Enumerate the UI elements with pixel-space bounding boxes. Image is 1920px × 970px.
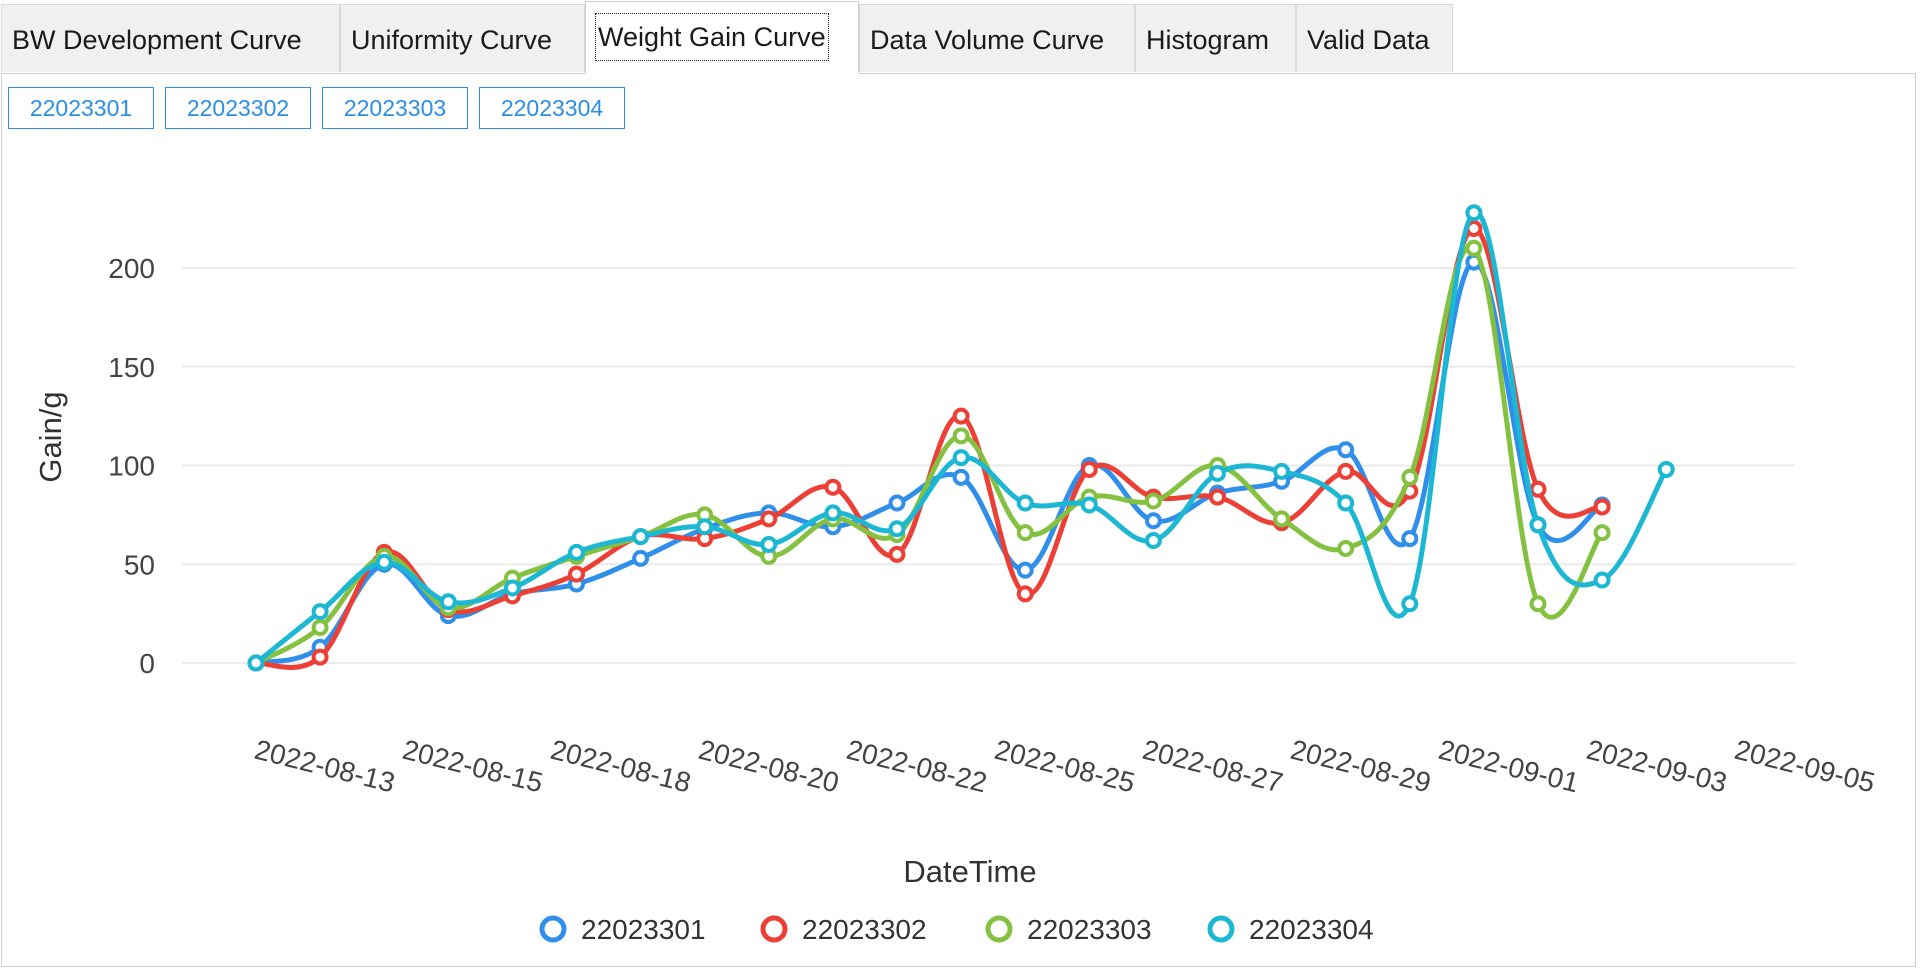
- data-point: [1080, 496, 1098, 514]
- data-point: [632, 528, 650, 546]
- data-point: [952, 468, 970, 486]
- data-point: [1401, 595, 1419, 613]
- data-point: [952, 427, 970, 445]
- data-point: [1016, 561, 1034, 579]
- batch-button-22023304[interactable]: 22023304: [479, 87, 625, 129]
- tab-weight-gain-curve[interactable]: Weight Gain Curve: [585, 1, 859, 74]
- data-point: [1273, 510, 1291, 528]
- tab-uniformity-curve[interactable]: Uniformity Curve: [340, 4, 585, 72]
- data-point: [1401, 468, 1419, 486]
- series-22023304: [247, 204, 1675, 672]
- data-point: [503, 579, 521, 597]
- y-tick-label: 100: [108, 451, 155, 482]
- data-point: [1144, 532, 1162, 550]
- data-point: [824, 504, 842, 522]
- data-point: [952, 449, 970, 467]
- data-point: [1337, 441, 1355, 459]
- data-point: [1593, 524, 1611, 542]
- data-point: [311, 618, 329, 636]
- data-point: [888, 494, 906, 512]
- data-point: [1080, 460, 1098, 478]
- data-point: [1016, 585, 1034, 603]
- batch-button-22023302[interactable]: 22023302: [165, 87, 311, 129]
- x-tick-label: 2022-08-13: [252, 734, 398, 799]
- data-point: [1657, 460, 1675, 478]
- legend-marker-icon: [1207, 915, 1235, 943]
- data-point: [1337, 494, 1355, 512]
- data-point: [1529, 595, 1547, 613]
- x-tick-label: 2022-09-05: [1732, 734, 1878, 799]
- data-point: [1144, 512, 1162, 530]
- chart-panel: [1, 73, 1916, 967]
- tab-bw-development-curve[interactable]: BW Development Curve: [1, 4, 340, 72]
- legend-marker-icon: [760, 915, 788, 943]
- tab-label: Weight Gain Curve: [595, 13, 829, 61]
- data-point: [1209, 488, 1226, 506]
- data-point: [1401, 530, 1419, 548]
- batch-button-22023301[interactable]: 22023301: [8, 87, 154, 129]
- batch-button-22023303[interactable]: 22023303: [322, 87, 468, 129]
- x-tick-label: 2022-09-03: [1584, 734, 1730, 799]
- legend-label: 22023303: [1027, 914, 1152, 945]
- data-point: [1593, 571, 1611, 589]
- y-tick-label: 150: [108, 352, 155, 383]
- data-point: [1465, 239, 1483, 257]
- tab-data-volume-curve[interactable]: Data Volume Curve: [859, 4, 1135, 72]
- data-point: [1209, 464, 1226, 482]
- data-point: [247, 654, 265, 672]
- tab-label: Data Volume Curve: [870, 25, 1105, 55]
- y-axis-title: Gain/g: [33, 391, 68, 482]
- tab-histogram[interactable]: Histogram: [1135, 4, 1296, 72]
- x-axis-title: DateTime: [903, 854, 1036, 889]
- legend-label: 22023301: [581, 914, 706, 945]
- data-point: [1465, 204, 1483, 222]
- tab-bar: BW Development Curve Uniformity Curve We…: [0, 0, 1920, 74]
- x-tick-label: 2022-08-20: [696, 734, 842, 799]
- data-point: [311, 603, 329, 621]
- data-point: [888, 545, 906, 563]
- data-point: [311, 648, 329, 666]
- data-point: [1273, 462, 1291, 480]
- data-point: [1016, 524, 1034, 542]
- x-tick-label: 2022-08-29: [1288, 734, 1434, 799]
- data-point: [1529, 516, 1547, 534]
- data-point: [1337, 462, 1355, 480]
- legend-marker-icon: [985, 915, 1013, 943]
- data-point: [760, 536, 778, 553]
- data-point: [1144, 492, 1162, 510]
- legend-label: 22023304: [1249, 914, 1374, 945]
- data-point: [696, 518, 714, 536]
- data-point: [952, 407, 970, 425]
- data-point: [568, 543, 585, 561]
- tab-label: BW Development Curve: [12, 25, 302, 55]
- tab-valid-data[interactable]: Valid Data: [1296, 4, 1453, 72]
- data-point: [439, 593, 457, 611]
- data-point: [760, 510, 778, 528]
- data-point: [375, 553, 393, 571]
- data-point: [1529, 480, 1547, 498]
- x-tick-label: 2022-09-01: [1436, 734, 1582, 799]
- tab-label: Histogram: [1146, 25, 1270, 55]
- legend-marker-icon: [539, 915, 567, 943]
- legend-label: 22023302: [802, 914, 927, 945]
- data-point: [1593, 498, 1611, 516]
- x-tick-label: 2022-08-25: [992, 734, 1138, 799]
- y-tick-label: 50: [124, 549, 155, 580]
- x-tick-label: 2022-08-22: [844, 734, 990, 799]
- data-point: [1016, 494, 1034, 512]
- data-point: [632, 549, 650, 567]
- x-tick-label: 2022-08-18: [548, 734, 694, 799]
- data-point: [1337, 539, 1355, 557]
- tab-label: Valid Data: [1307, 25, 1430, 55]
- data-point: [888, 520, 906, 538]
- data-point: [824, 478, 842, 496]
- y-tick-label: 200: [108, 253, 155, 284]
- data-point: [568, 565, 585, 583]
- x-tick-label: 2022-08-27: [1140, 734, 1286, 799]
- y-tick-label: 0: [139, 648, 155, 679]
- x-tick-label: 2022-08-15: [400, 734, 546, 799]
- tab-label: Uniformity Curve: [351, 25, 553, 55]
